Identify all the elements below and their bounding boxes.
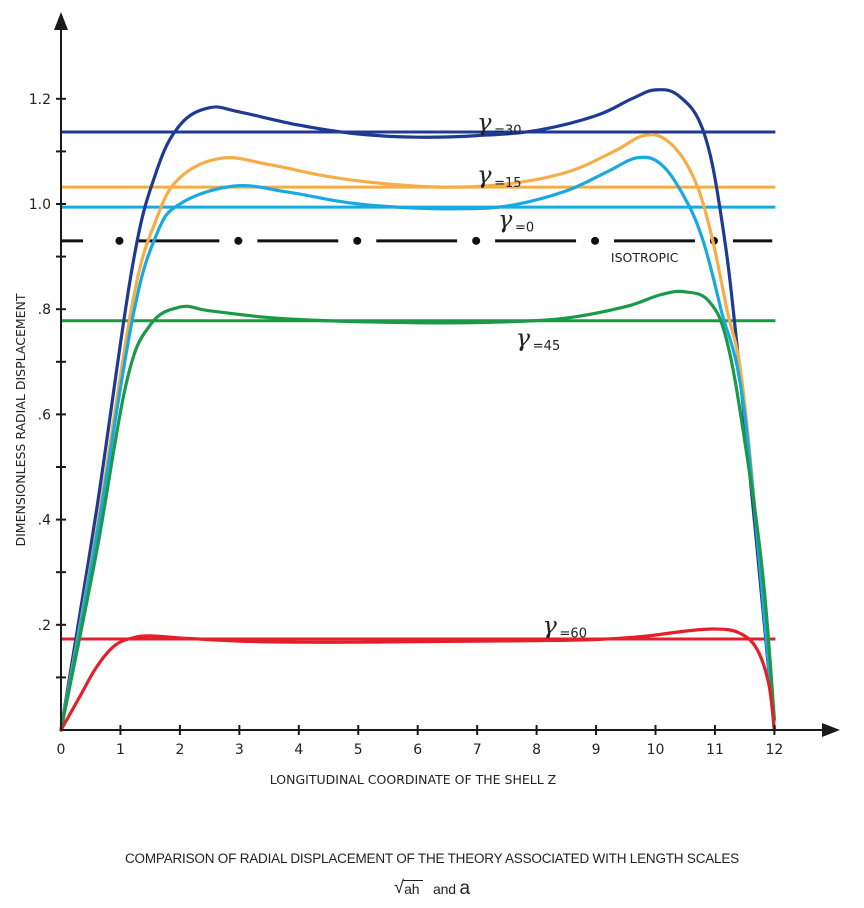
- y-tick-label: .2: [38, 618, 51, 634]
- label-gamma-45: γ =45: [516, 324, 560, 354]
- figure-caption-formula: √ ah and a: [0, 878, 864, 900]
- sqrt-term: ah: [403, 880, 424, 897]
- axes: 0 1 2 3 4 5 6 7 8 9 10 11 12.2.4.6.81.01.2: [29, 12, 840, 758]
- y-tick-label: .8: [38, 302, 51, 318]
- x-tick-label: 4: [294, 742, 303, 758]
- gamma-value: =0: [515, 221, 534, 236]
- y-tick-label: .4: [38, 513, 51, 529]
- series-gamma-0-curve: [59, 155, 776, 732]
- y-tick-label: 1.2: [29, 92, 51, 108]
- label-gamma-15: γ =15: [477, 161, 521, 191]
- isotropic-text: ISOTROPIC: [611, 250, 679, 265]
- gamma-value: =60: [560, 627, 587, 642]
- y-axis-arrow-icon: [54, 12, 68, 30]
- gamma-symbol: γ: [477, 161, 492, 189]
- gamma-symbol: γ: [543, 612, 558, 640]
- x-axis-arrow-icon: [822, 723, 840, 737]
- isotropic-line: [61, 236, 773, 245]
- figure-caption: COMPARISON OF RADIAL DISPLACEMENT OF THE…: [125, 851, 739, 866]
- label-gamma-0: γ =0: [498, 206, 534, 236]
- isotropic-dot: [472, 236, 481, 245]
- label-gamma-30: γ =30: [477, 108, 521, 138]
- gamma-value: =30: [494, 123, 521, 138]
- label-gamma-60: γ =60: [543, 612, 587, 642]
- y-tick-label: 1.0: [29, 197, 51, 213]
- x-tick-label: 7: [473, 742, 482, 758]
- isotropic-dot: [591, 236, 600, 245]
- x-tick-label: 1: [116, 742, 125, 758]
- label-isotropic: ISOTROPIC: [611, 250, 679, 265]
- y-tick-label: .6: [38, 407, 51, 423]
- x-tick-label: 10: [647, 742, 665, 758]
- isotropic-dot: [234, 236, 243, 245]
- gamma-value: =45: [533, 339, 560, 354]
- a-term: a: [459, 878, 470, 899]
- series-gamma-15-curve: [59, 133, 776, 732]
- series-gamma-60-curve: [59, 627, 776, 732]
- x-tick-label: 8: [532, 742, 541, 758]
- y-axis-title: DIMENSIONLESS RADIAL DISPLACEMENT: [13, 293, 28, 546]
- and-text: and: [433, 881, 456, 897]
- gamma-value: =15: [494, 176, 521, 191]
- gamma-symbol: γ: [477, 108, 492, 136]
- x-tick-label: 3: [235, 742, 244, 758]
- gamma-symbol: γ: [498, 206, 513, 234]
- series-group: [59, 88, 776, 732]
- sqrt-icon: √: [394, 877, 404, 897]
- x-tick-label: 12: [765, 742, 783, 758]
- chart: 0 1 2 3 4 5 6 7 8 9 10 11 12.2.4.6.81.01.2 γ =30γ =15γ…: [13, 12, 840, 787]
- x-tick-label: 5: [354, 742, 363, 758]
- gamma-symbol: γ: [516, 324, 531, 352]
- sqrt-expression: √ ah: [394, 877, 424, 897]
- x-tick-label: 9: [592, 742, 601, 758]
- x-axis-title: LONGITUDINAL COORDINATE OF THE SHELL Z: [270, 772, 556, 787]
- x-tick-label: 2: [175, 742, 184, 758]
- series-gamma-30-curve: [59, 88, 776, 732]
- x-tick-label: 6: [413, 742, 422, 758]
- x-tick-label: 0: [57, 742, 66, 758]
- isotropic-dot: [115, 236, 124, 245]
- x-tick-label: 11: [706, 742, 724, 758]
- series-gamma-45-curve: [59, 289, 776, 732]
- isotropic-dot: [353, 236, 362, 245]
